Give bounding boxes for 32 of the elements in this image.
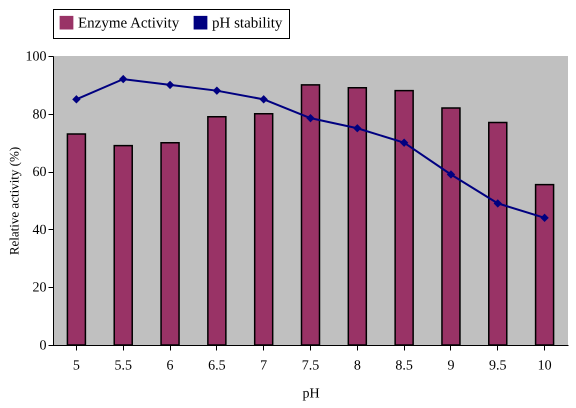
x-tick-label: 5.5 <box>114 358 132 374</box>
x-tick-label: 5 <box>72 358 80 374</box>
x-tick-label: 10 <box>538 358 552 374</box>
y-tick-label: 20 <box>32 280 46 296</box>
point <box>306 114 315 122</box>
point <box>353 124 362 132</box>
y-tick-label: 100 <box>26 50 46 64</box>
point <box>260 95 268 104</box>
x-tick-label: 8 <box>354 358 361 374</box>
y-tick-label: 80 <box>32 107 46 122</box>
point <box>540 214 549 222</box>
x-tick-label: 6.5 <box>208 358 226 374</box>
point <box>72 95 81 104</box>
y-tick-label: 0 <box>40 338 46 354</box>
point <box>446 170 456 179</box>
x-tick-label: 9.5 <box>489 358 507 374</box>
point <box>119 74 128 84</box>
point <box>400 138 408 147</box>
x-tick-label: 7.5 <box>302 358 320 374</box>
x-tick-label: 6 <box>166 358 174 374</box>
x-tick-label: 7 <box>260 358 268 374</box>
y-tick-label: 40 <box>32 222 46 238</box>
legend-label: Enzyme Activity <box>78 16 180 32</box>
y-tick-label: 60 <box>32 165 46 180</box>
point <box>166 80 174 90</box>
legend-label: pH stability <box>212 16 283 32</box>
x-tick-label: 9 <box>447 358 454 374</box>
y-axis-title: Relative activity (%) <box>6 146 22 256</box>
x-tick-label: 8.5 <box>395 358 413 374</box>
point <box>212 86 222 95</box>
x-axis-title: pH <box>302 386 320 402</box>
point <box>494 199 502 208</box>
